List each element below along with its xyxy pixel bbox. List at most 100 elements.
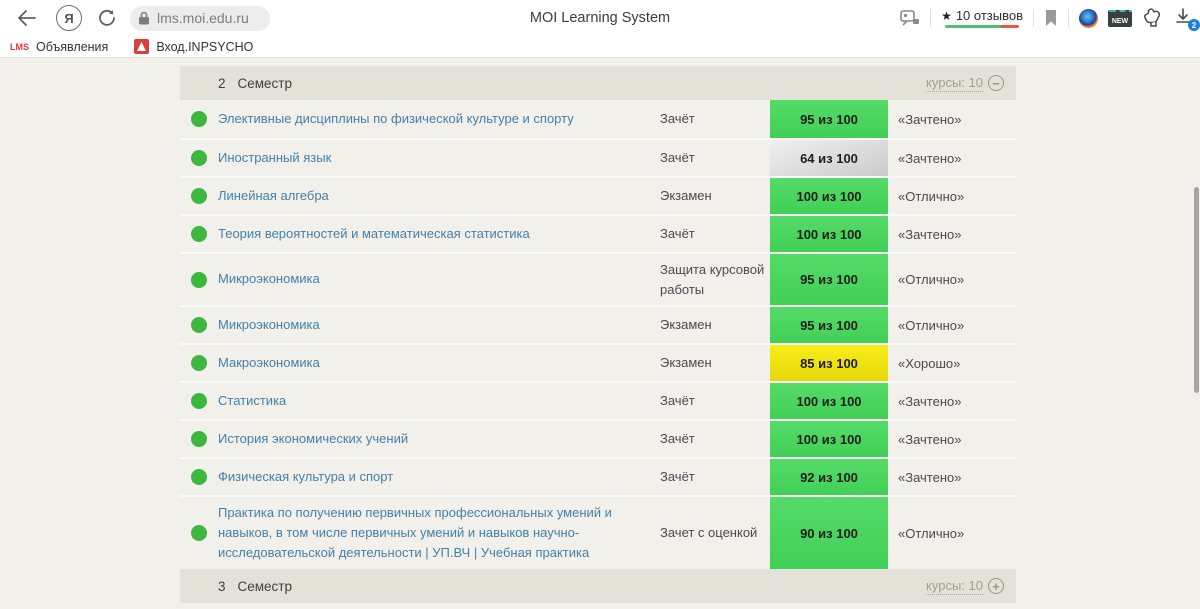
site-reviews-widget[interactable]: ★ 10 отзывов: [941, 8, 1023, 28]
course-link[interactable]: Теория вероятностей и математическая ста…: [218, 224, 530, 244]
bookmark-icon[interactable]: [1044, 9, 1058, 27]
bookmark-item-announcements[interactable]: LMS Объявления: [10, 40, 108, 54]
extension-new-icon[interactable]: NEW: [1108, 10, 1132, 27]
vertical-scrollbar-thumb[interactable]: [1194, 187, 1199, 393]
bookmark-item-inpsycho[interactable]: Вход.INPSYCHO: [134, 39, 253, 54]
score-badge: 100 из 100: [770, 383, 888, 419]
score-badge: 95 из 100: [770, 307, 888, 343]
courses-count-link[interactable]: курсы: 10: [926, 75, 983, 92]
course-link[interactable]: Физическая культура и спорт: [218, 467, 393, 487]
course-status-dot: [191, 525, 207, 541]
grade-text: «Отлично»: [888, 178, 1016, 214]
table-row: Микроэкономика Защита курсовой работы 95…: [180, 252, 1016, 305]
table-row: Макроэкономика Экзамен 85 из 100 «Хорошо…: [180, 343, 1016, 381]
star-icon: ★: [941, 9, 952, 23]
downloads-icon[interactable]: 2: [1174, 7, 1196, 29]
grade-text: «Отлично»: [888, 254, 1016, 305]
grade-text: «Зачтено»: [888, 383, 1016, 419]
table-row: Микроэкономика Экзамен 95 из 100 «Отличн…: [180, 305, 1016, 343]
grade-text: «Зачтено»: [888, 216, 1016, 252]
course-link[interactable]: История экономических учений: [218, 429, 408, 449]
grade-text: «Зачтено»: [888, 459, 1016, 495]
refresh-icon[interactable]: [94, 5, 120, 31]
assessment-type: Зачёт: [660, 216, 770, 252]
extension-browser-icon[interactable]: [1079, 9, 1098, 28]
score-badge: 100 из 100: [770, 421, 888, 457]
assessment-type: Зачёт: [660, 140, 770, 176]
course-status-dot: [191, 431, 207, 447]
course-link[interactable]: Иностранный язык: [218, 148, 331, 168]
course-link[interactable]: Практика по получению первичных професси…: [218, 503, 650, 563]
reviews-count: 10 отзывов: [956, 8, 1023, 23]
grade-text: «Зачтено»: [888, 421, 1016, 457]
assessment-type: Зачёт: [660, 459, 770, 495]
separator: [1068, 9, 1069, 27]
score-badge: 90 из 100: [770, 497, 888, 569]
collapse-semester-icon[interactable]: −: [988, 75, 1004, 91]
page-content: 2 Семестр курсы: 10 − Элективные дисципл…: [0, 58, 1200, 609]
score-badge: 85 из 100: [770, 345, 888, 381]
address-bar[interactable]: lms.moi.edu.ru: [130, 6, 270, 31]
score-badge: 64 из 100: [770, 140, 888, 176]
table-row: Физическая культура и спорт Зачёт 92 из …: [180, 457, 1016, 495]
score-badge: 100 из 100: [770, 216, 888, 252]
course-status-dot: [191, 317, 207, 333]
course-status-dot: [191, 355, 207, 371]
assessment-type: Зачёт: [660, 100, 770, 138]
table-row: История экономических учений Зачёт 100 и…: [180, 419, 1016, 457]
course-status-dot: [191, 188, 207, 204]
grade-text: «Зачтено»: [888, 100, 1016, 138]
assessment-type: Защита курсовой работы: [660, 254, 770, 305]
score-badge: 100 из 100: [770, 178, 888, 214]
downloads-count-badge: 2: [1188, 19, 1200, 31]
course-link[interactable]: Статистика: [218, 391, 286, 411]
grade-text: «Зачтено»: [888, 140, 1016, 176]
url-text: lms.moi.edu.ru: [157, 10, 249, 26]
assessment-type: Зачёт: [660, 383, 770, 419]
course-link[interactable]: Микроэкономика: [218, 269, 320, 289]
lms-favicon: LMS: [10, 42, 29, 52]
score-badge: 95 из 100: [770, 100, 888, 138]
course-rows: Элективные дисциплины по физической куль…: [180, 100, 1016, 569]
assessment-type: Зачет с оценкой: [660, 497, 770, 569]
score-badge: 92 из 100: [770, 459, 888, 495]
assessment-type: Экзамен: [660, 345, 770, 381]
yandex-logo-icon[interactable]: Я: [56, 5, 82, 31]
separator: [930, 9, 931, 27]
course-status-dot: [191, 393, 207, 409]
grade-text: «Отлично»: [888, 497, 1016, 569]
table-row: Статистика Зачёт 100 из 100 «Зачтено»: [180, 381, 1016, 419]
course-status-dot: [191, 226, 207, 242]
courses-count-link[interactable]: курсы: 10: [926, 578, 983, 595]
table-row: Иностранный язык Зачёт 64 из 100 «Зачтен…: [180, 138, 1016, 176]
assessment-type: Экзамен: [660, 178, 770, 214]
semester-3-header: 3 Семестр курсы: 10 +: [180, 569, 1016, 603]
extension-hand-icon[interactable]: [1142, 8, 1164, 28]
course-status-dot: [191, 469, 207, 485]
course-status-dot: [191, 111, 207, 127]
course-status-dot: [191, 272, 207, 288]
back-icon[interactable]: [12, 4, 40, 32]
reviews-rating-bar: [945, 25, 1019, 28]
semester-grades-table: 2 Семестр курсы: 10 − Элективные дисципл…: [180, 66, 1016, 603]
course-status-dot: [191, 150, 207, 166]
semester-2-header: 2 Семестр курсы: 10 −: [180, 66, 1016, 100]
table-row: Практика по получению первичных професси…: [180, 495, 1016, 569]
grade-text: «Отлично»: [888, 307, 1016, 343]
grade-text: «Хорошо»: [888, 345, 1016, 381]
score-badge: 95 из 100: [770, 254, 888, 305]
table-row: Теория вероятностей и математическая ста…: [180, 214, 1016, 252]
course-link[interactable]: Линейная алгебра: [218, 186, 329, 206]
course-link[interactable]: Микроэкономика: [218, 315, 320, 335]
course-link[interactable]: Элективные дисциплины по физической куль…: [218, 109, 574, 129]
lock-icon: [138, 11, 150, 25]
table-row: Элективные дисциплины по физической куль…: [180, 100, 1016, 138]
expand-semester-icon[interactable]: +: [988, 578, 1004, 594]
feedback-icon[interactable]: [900, 10, 920, 27]
assessment-type: Зачёт: [660, 421, 770, 457]
table-row: Линейная алгебра Экзамен 100 из 100 «Отл…: [180, 176, 1016, 214]
inpsycho-favicon: [134, 39, 149, 54]
course-link[interactable]: Макроэкономика: [218, 353, 320, 373]
bookmarks-bar: LMS Объявления Вход.INPSYCHO: [0, 36, 1200, 58]
browser-toolbar: Я lms.moi.edu.ru MOI Learning System ★ 1…: [0, 0, 1200, 36]
